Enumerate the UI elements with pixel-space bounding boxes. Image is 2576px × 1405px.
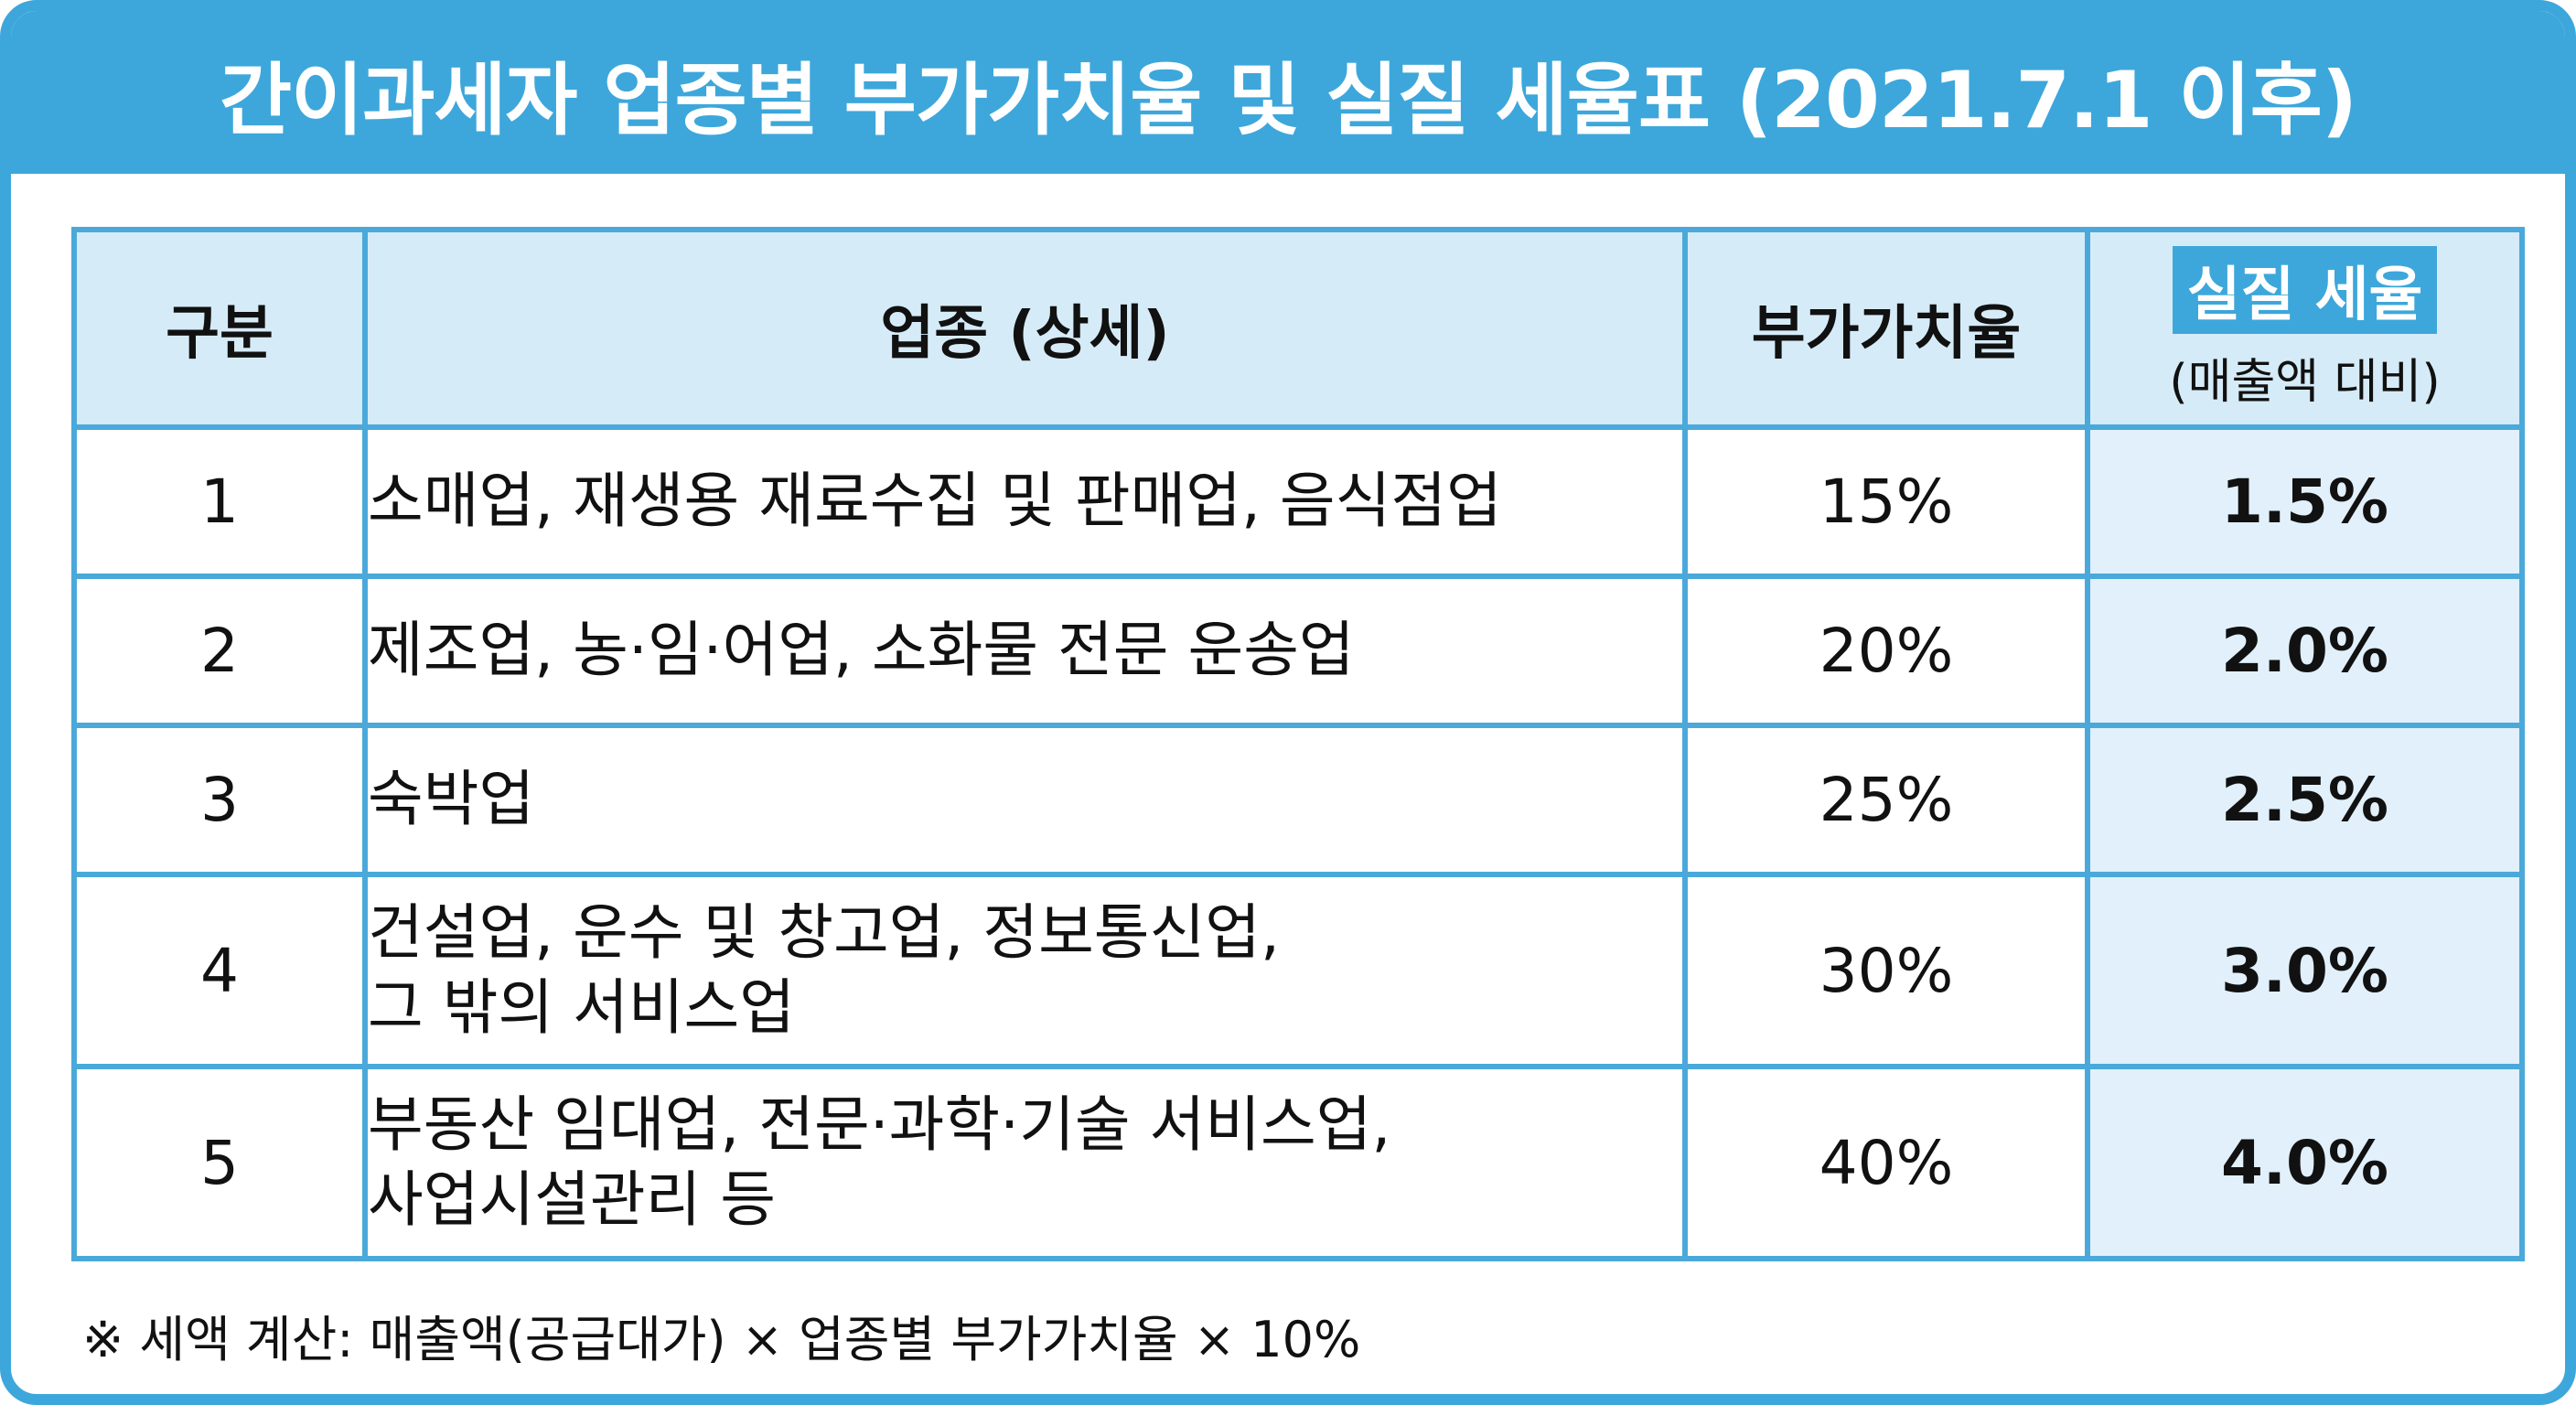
title-bar: 간이과세자 업종별 부가가치율 및 실질 세율표 (2021.7.1 이후) (11, 11, 2565, 174)
row-value-added-rate: 25% (1682, 723, 2090, 877)
row-number: 1 (71, 424, 368, 579)
effective-rate-subtitle: (매출액 대비) (2169, 354, 2441, 410)
row-number: 2 (71, 574, 368, 728)
table-header-row: 구분 업종 (상세) 부가가치율 실질 세율 (매출액 대비) (71, 227, 2525, 430)
header-industry: 업종 (상세) (362, 227, 1688, 430)
rate-table: 구분 업종 (상세) 부가가치율 실질 세율 (매출액 대비) 1 소매업, 재… (71, 227, 2525, 1261)
row-number: 4 (71, 872, 368, 1069)
header-effective-rate: 실질 세율 (매출액 대비) (2085, 227, 2525, 430)
table-row: 4 건설업, 운수 및 창고업, 정보통신업, 그 밖의 서비스업 30% 3.… (71, 872, 2525, 1069)
row-industry: 제조업, 농·임·어업, 소화물 전문 운송업 (362, 574, 1688, 728)
row-number: 3 (71, 723, 368, 877)
table-row: 5 부동산 임대업, 전문·과학·기술 서비스업, 사업시설관리 등 40% 4… (71, 1064, 2525, 1261)
row-value-added-rate: 40% (1682, 1064, 2090, 1261)
row-effective-rate: 1.5% (2085, 424, 2525, 579)
header-category: 구분 (71, 227, 368, 430)
header-value-added-rate: 부가가치율 (1682, 227, 2090, 430)
table-row: 3 숙박업 25% 2.5% (71, 723, 2525, 877)
page-title: 간이과세자 업종별 부가가치율 및 실질 세율표 (2021.7.1 이후) (219, 54, 2357, 146)
row-industry-text: 건설업, 운수 및 창고업, 정보통신업, 그 밖의 서비스업 (368, 896, 1280, 1044)
row-industry: 숙박업 (362, 723, 1688, 877)
row-effective-rate: 2.0% (2085, 574, 2525, 728)
row-industry-text: 소매업, 재생용 재료수집 및 판매업, 음식점업 (368, 466, 1502, 537)
row-effective-rate: 3.0% (2085, 872, 2525, 1069)
row-industry-text: 제조업, 농·임·어업, 소화물 전문 운송업 (368, 615, 1355, 686)
row-industry-text: 숙박업 (368, 764, 535, 835)
table-row: 2 제조업, 농·임·어업, 소화물 전문 운송업 20% 2.0% (71, 574, 2525, 728)
row-industry: 소매업, 재생용 재료수집 및 판매업, 음식점업 (362, 424, 1688, 579)
calculation-note: ※ 세액 계산: 매출액(공급대가) × 업종별 부가가치율 × 10% (82, 1311, 1361, 1368)
row-industry: 부동산 임대업, 전문·과학·기술 서비스업, 사업시설관리 등 (362, 1064, 1688, 1261)
table-row: 1 소매업, 재생용 재료수집 및 판매업, 음식점업 15% 1.5% (71, 424, 2525, 579)
row-value-added-rate: 30% (1682, 872, 2090, 1069)
row-value-added-rate: 20% (1682, 574, 2090, 728)
effective-rate-title: 실질 세율 (2172, 245, 2438, 334)
row-effective-rate: 4.0% (2085, 1064, 2525, 1261)
row-value-added-rate: 15% (1682, 424, 2090, 579)
row-industry-text: 부동산 임대업, 전문·과학·기술 서비스업, 사업시설관리 등 (368, 1089, 1391, 1236)
row-number: 5 (71, 1064, 368, 1261)
row-industry: 건설업, 운수 및 창고업, 정보통신업, 그 밖의 서비스업 (362, 872, 1688, 1069)
row-effective-rate: 2.5% (2085, 723, 2525, 877)
